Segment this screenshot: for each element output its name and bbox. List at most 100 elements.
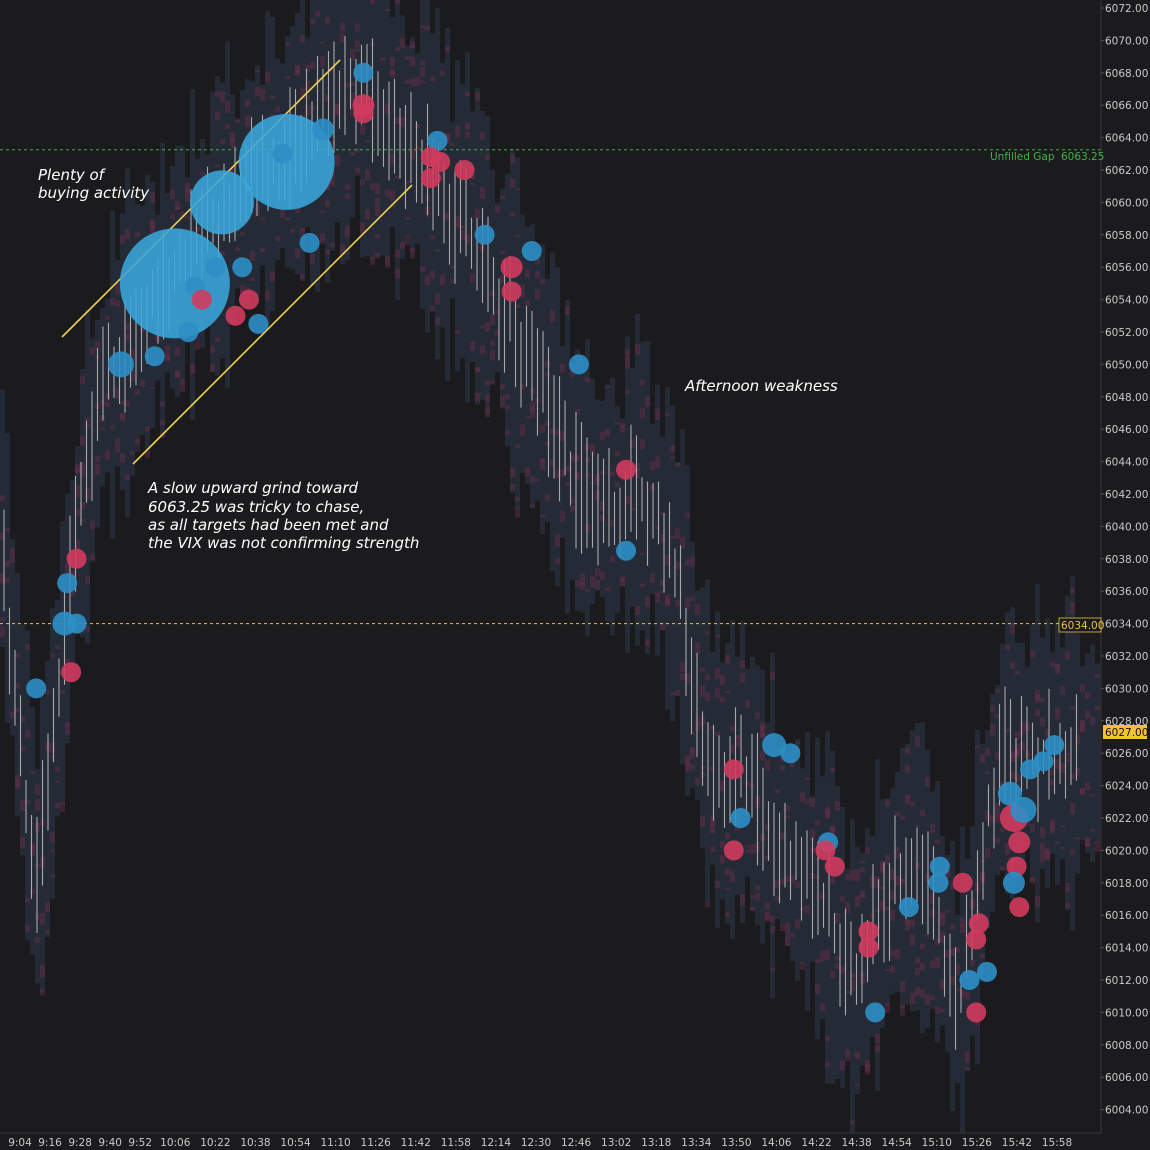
heatmap-cell	[655, 408, 660, 421]
heatmap-cell	[115, 283, 120, 295]
heatmap-cell	[665, 594, 670, 604]
heatmap-cell	[1050, 821, 1055, 834]
bubble-buy	[1002, 871, 1025, 894]
heatmap-cell	[775, 789, 780, 794]
bubble-sell	[858, 921, 879, 942]
heatmap-column	[830, 750, 835, 1084]
heatmap-cell	[455, 330, 460, 335]
heatmap-cell	[535, 271, 540, 274]
heatmap-column	[840, 806, 845, 1088]
heatmap-cell	[660, 590, 665, 594]
heatmap-cell	[995, 802, 1000, 813]
heatmap-cell	[800, 792, 805, 803]
heatmap-cell	[465, 91, 470, 97]
heatmap-column	[655, 384, 660, 656]
heatmap-cell	[300, 273, 305, 280]
heatmap-column	[845, 868, 850, 1057]
heatmap-cell	[645, 596, 650, 607]
heatmap-cell	[0, 532, 5, 540]
heatmap-cell	[665, 599, 670, 604]
heatmap-column	[385, 0, 390, 266]
gap-label-text: Unfilled Gap	[990, 151, 1055, 163]
heatmap-cell	[535, 272, 540, 279]
heatmap-cell	[600, 471, 605, 475]
heatmap-cell	[1095, 674, 1100, 679]
heatmap-cell	[405, 216, 410, 220]
heatmap-cell	[865, 1060, 870, 1072]
heatmap-cell	[955, 988, 960, 991]
heatmap-cell	[980, 753, 985, 763]
heatmap-cell	[340, 22, 345, 32]
heatmap-cell	[760, 734, 765, 737]
heatmap-cell	[905, 794, 910, 799]
heatmap-cell	[465, 124, 470, 127]
heatmap-cell	[170, 214, 175, 219]
heatmap-cell	[390, 68, 395, 78]
heatmap-cell	[910, 801, 915, 807]
heatmap-column	[765, 722, 770, 914]
heatmap-cell	[1040, 852, 1045, 863]
y-tick-label: 6004.00	[1105, 1105, 1148, 1117]
heatmap-cell	[475, 366, 480, 372]
heatmap-column	[850, 818, 855, 1137]
heatmap-cell	[515, 188, 520, 191]
heatmap-cell	[765, 823, 770, 831]
heatmap-cell	[990, 705, 995, 713]
heatmap-cell	[945, 910, 950, 913]
x-tick-label: 9:04	[8, 1137, 32, 1149]
heatmap-cell	[785, 934, 790, 946]
bubble-buy	[272, 143, 293, 164]
heatmap-cell	[645, 639, 650, 646]
annotation-grind-line-3: as all targets had been met and	[148, 516, 389, 534]
heatmap-column	[75, 446, 80, 632]
y-tick-label: 6008.00	[1105, 1040, 1148, 1052]
x-tick-label: 14:06	[761, 1137, 792, 1149]
bubble-buy	[57, 573, 78, 594]
heatmap-cell	[115, 387, 120, 399]
heatmap-cell	[160, 420, 165, 426]
heatmap-cell	[535, 258, 540, 264]
heatmap-cell	[895, 812, 900, 817]
heatmap-cell	[165, 352, 170, 358]
heatmap-cell	[430, 76, 435, 82]
bubble-buy	[521, 241, 542, 261]
bubble-buy	[144, 346, 165, 367]
heatmap-column	[105, 298, 110, 473]
heatmap-cell	[65, 564, 70, 573]
heatmap-cell	[105, 402, 110, 407]
heatmap-cell	[675, 600, 680, 607]
heatmap-column	[360, 0, 365, 258]
heatmap-cell	[465, 234, 470, 244]
heatmap-cell	[480, 132, 485, 140]
heatmap-cell	[360, 221, 365, 234]
heatmap-cell	[25, 644, 30, 650]
heatmap-cell	[270, 271, 275, 282]
heatmap-cell	[505, 394, 510, 399]
heatmap-cell	[550, 459, 555, 467]
heatmap-cell	[535, 289, 540, 300]
heatmap-cell	[350, 108, 355, 116]
heatmap-cell	[1045, 850, 1050, 860]
bubble-buy	[119, 228, 230, 339]
heatmap-cell	[90, 553, 95, 560]
heatmap-cell	[80, 502, 85, 509]
heatmap-cell	[835, 800, 840, 811]
heatmap-cell	[835, 963, 840, 970]
heatmap-column	[345, 0, 350, 261]
heatmap-cell	[125, 333, 130, 341]
heatmap-cell	[545, 441, 550, 446]
heatmap-cell	[740, 894, 745, 906]
heatmap-cell	[530, 476, 535, 483]
annotation-buying-line-2: buying activity	[38, 184, 150, 202]
gap-label: Unfilled Gap 6063.25	[990, 151, 1104, 163]
heatmap-cell	[510, 153, 515, 164]
heatmap-cell	[145, 426, 150, 432]
heatmap-cell	[1070, 773, 1075, 780]
heatmap-cell	[460, 230, 465, 241]
bubble-sell	[66, 548, 87, 569]
heatmap-cell	[1065, 757, 1070, 762]
annotation-grind-line-4: the VIX was not confirming strength	[148, 534, 419, 552]
heatmap-cell	[1020, 742, 1025, 751]
